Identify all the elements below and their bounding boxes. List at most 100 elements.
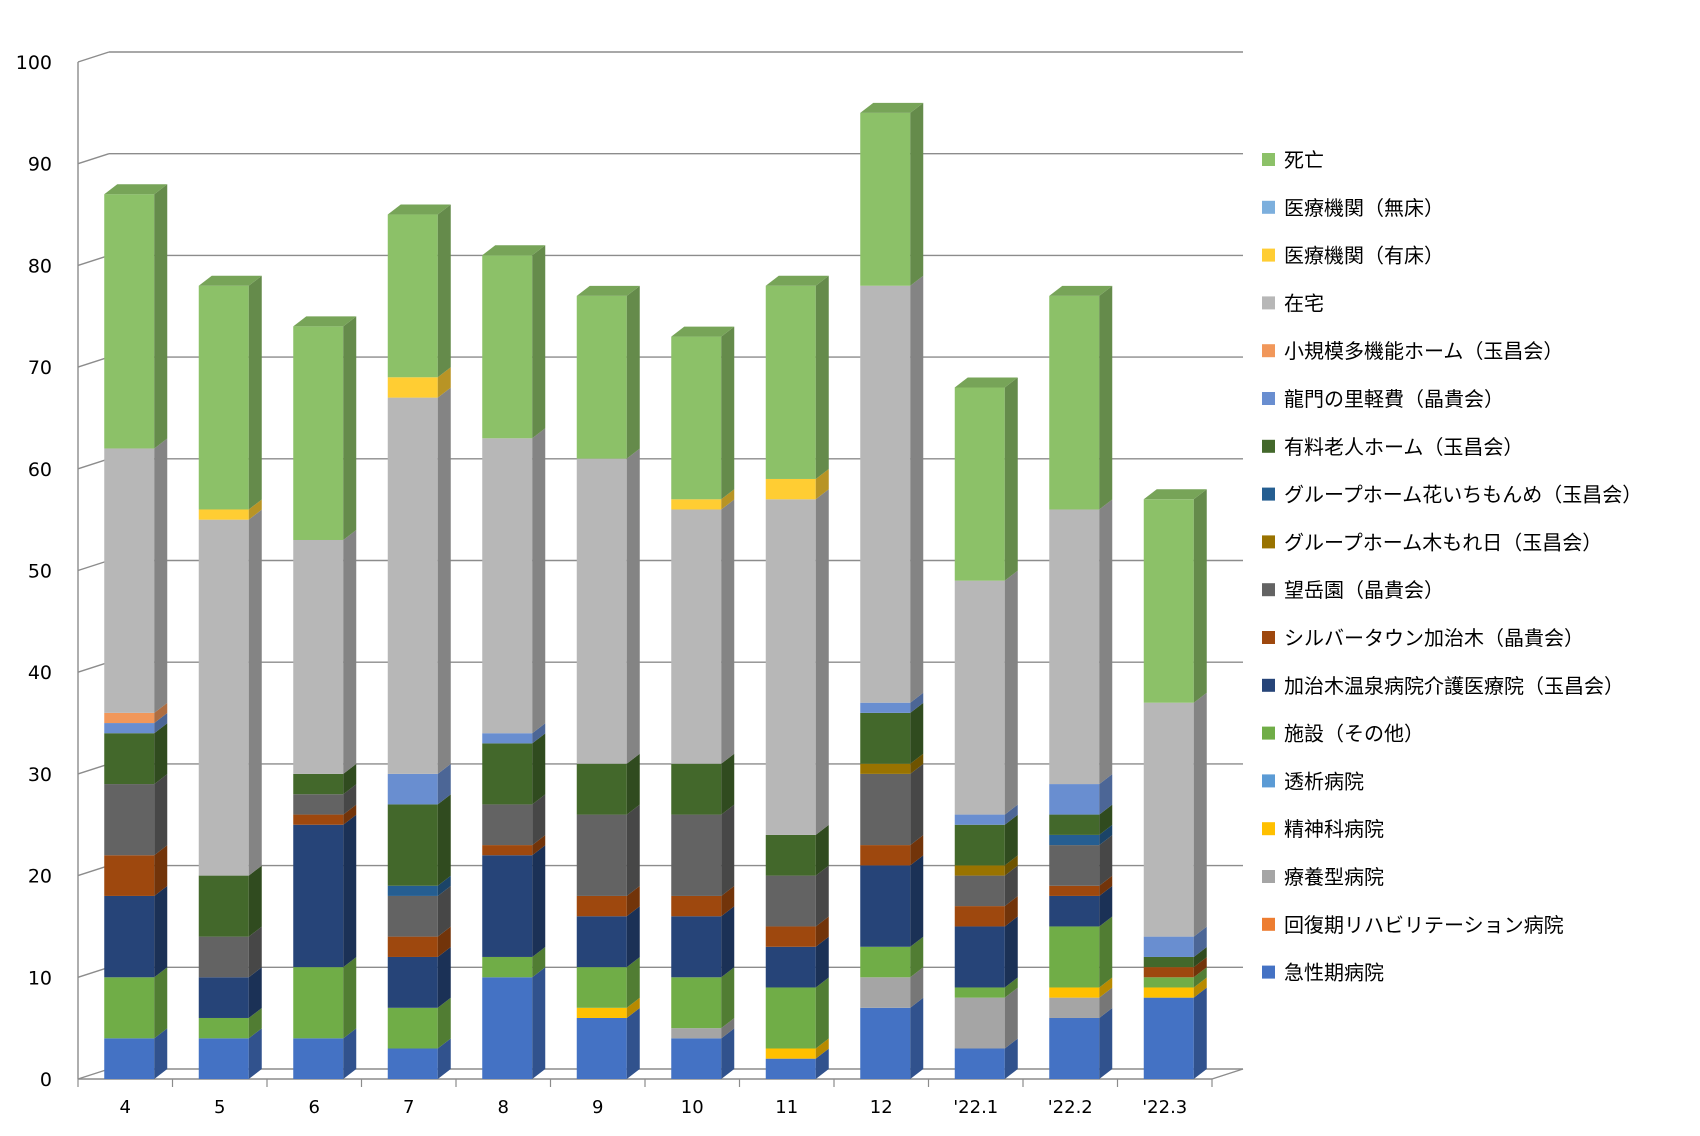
bar-segment [104,845,168,896]
legend-label: 回復期リハビリテーション病院 [1284,913,1564,937]
bar-segment [104,184,168,449]
bar-segment [1049,1007,1113,1079]
legend-item: グループホーム花いちもんめ（玉昌会） [1262,483,1642,507]
bar-face [860,285,911,703]
bar-side [248,865,262,937]
legend-item: 龍門の里軽費（晶貴会） [1262,387,1504,411]
bar-face [104,784,155,856]
bar-face [104,1038,155,1079]
bar-segment [198,1028,262,1079]
bar-side [248,926,262,978]
bar-segment [765,865,829,927]
bar-segment [671,1028,735,1079]
bar-side [1099,1007,1113,1079]
gridline-depth [77,559,110,572]
legend-label: 施設（その他） [1284,722,1424,746]
bar-segment [387,794,451,886]
bar-side [437,1038,451,1079]
bar-segment [387,926,451,957]
bar-stack [954,377,1018,1079]
bar-face [576,1017,627,1079]
bar-side [437,367,451,398]
bar-face [293,814,344,825]
bar-segment [576,285,640,459]
bar-face [198,519,249,876]
bar-face [482,977,533,1079]
bar-segment [1143,987,1207,1079]
bar-side [154,723,168,785]
legend-item: 死亡 [1262,148,1324,172]
bar-side [626,448,640,764]
bar-side [1099,499,1113,785]
legend-swatch [1262,631,1275,644]
bar-side [910,102,924,286]
legend-swatch [1262,487,1275,501]
bar-face [860,112,911,286]
bar-face [954,814,1005,825]
bar-side [1099,916,1113,988]
bar-stack [482,245,546,1079]
bar-face [1143,936,1194,957]
bar-face [1143,997,1194,1079]
bar-side [1004,865,1018,907]
bar-side [626,906,640,968]
bar-side [721,499,735,764]
bar-face [1143,702,1194,937]
legend-swatch [1262,296,1275,310]
bar-segment [954,1038,1018,1079]
bar-side [1004,896,1018,927]
bar-side [1099,885,1113,927]
legend-item: シルバータウン加治木（晶貴会） [1262,626,1584,650]
bar-segment [671,804,735,896]
legend-label: 療養型病院 [1284,865,1384,889]
bar-segment [576,804,640,896]
bar-face [387,895,438,937]
bar-face [1049,845,1100,886]
bar-face [671,916,722,978]
bar-side [1004,916,1018,988]
bar-segment [387,997,451,1049]
bar-stack [293,316,357,1079]
bar-face [1049,814,1100,835]
bar-side [1004,814,1018,866]
bar-side [437,885,451,937]
bar-segment [1049,875,1113,896]
bar-segment [954,916,1018,988]
bar-side [815,977,829,1049]
x-tick-label: 10 [681,1097,704,1118]
legend-swatch [1262,439,1275,453]
bar-face [293,539,344,774]
bar-segment [293,814,357,968]
bar-face [765,875,816,927]
bar-face [387,936,438,957]
bar-segment [1049,977,1113,998]
bar-face [387,377,438,398]
bar-side [1193,987,1207,1079]
legend-item: 透析病院 [1262,769,1364,793]
legend-label: 龍門の里軽費（晶貴会） [1284,387,1504,411]
bar-face [387,804,438,886]
bar-side [815,865,829,927]
bar-segment [671,906,735,978]
bar-segment [387,763,451,805]
bar-face [1143,956,1194,968]
bar-face [671,509,722,764]
x-tick-label: 4 [120,1097,131,1118]
bar-side [1099,835,1113,886]
bar-stack [1049,285,1113,1079]
bar-side [437,875,451,896]
bar-face [293,773,344,795]
legend-swatch [1262,200,1275,214]
x-tick-label: 12 [870,1097,893,1118]
bar-segment [104,1028,168,1079]
x-tick-label: 7 [403,1097,414,1118]
bar-face [1143,987,1194,998]
bar-face [671,814,722,896]
y-tick-label: 40 [28,662,52,684]
bar-segment [671,499,735,764]
bar-top [198,275,262,286]
bar-segment [860,753,924,774]
bar-side [1193,957,1207,978]
bar-face [387,773,438,805]
